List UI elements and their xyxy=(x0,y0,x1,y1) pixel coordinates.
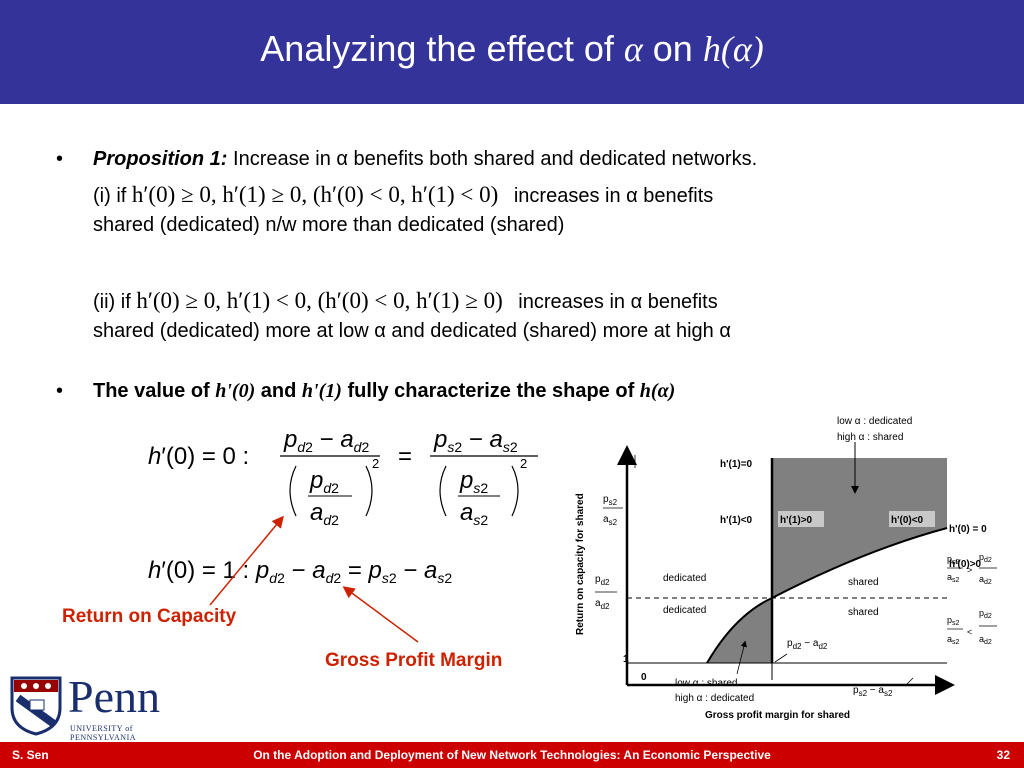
title-prefix: Analyzing the effect of xyxy=(260,28,624,69)
case-i-line2: shared (dedicated) n/w more than dedicat… xyxy=(93,214,565,236)
origin-zero: 0 xyxy=(641,672,647,683)
bullet-dot-1: • xyxy=(56,148,64,170)
gpm-arrow xyxy=(342,586,419,643)
as2-left: as2 xyxy=(603,514,618,527)
eq1-paren-l1 xyxy=(289,465,297,517)
h1-gt0-box xyxy=(778,511,824,527)
svg-text:ps2: ps2 xyxy=(947,615,960,627)
eq1-lhs: h′(0) = 0 : xyxy=(148,443,249,470)
proposition-label: Proposition 1: xyxy=(93,148,228,170)
svg-text:ad2: ad2 xyxy=(979,634,992,646)
ad2-left: ad2 xyxy=(595,598,610,611)
title-func: h(α) xyxy=(702,29,764,69)
pd2-over-ad2-left: pd2 xyxy=(595,574,610,587)
eq1-num-right: ps2 − as2 xyxy=(433,426,518,455)
footer-title: On the Adoption and Deployment of New Ne… xyxy=(253,748,771,762)
footer-page-number: 32 xyxy=(996,748,1010,762)
footer-bar: S. Sen On the Adoption and Deployment of… xyxy=(0,742,1024,768)
equations-block: h′(0) = 0 : pd2 − ad2 2 pd2 ad2 = ps2 − … xyxy=(148,426,538,586)
svg-text:<: < xyxy=(967,627,972,637)
x-axis-label: Gross profit margin for shared xyxy=(705,710,850,721)
case-ii-suffix: increases in α benefits xyxy=(518,291,718,313)
upper-shaded-region xyxy=(772,458,947,598)
characterize-text-a: The value of xyxy=(93,380,216,402)
h0-eq0-label: h'(0) = 0 xyxy=(949,524,987,535)
penn-shield-icon xyxy=(10,676,62,736)
shared-upper-label: shared xyxy=(848,577,879,588)
shared-lower-label: shared xyxy=(848,607,879,618)
eq1-exp-left: 2 xyxy=(372,456,379,471)
eq1-paren-r2 xyxy=(511,465,519,517)
y-axis-label: Return on capacity for shared xyxy=(575,493,586,635)
characterize-h1: h'(1) xyxy=(301,380,342,402)
title-mid: on xyxy=(642,28,703,69)
bottom-low-alpha: low α : shared xyxy=(675,678,737,689)
comparison-lt: ps2 as2 < pd2 ad2 xyxy=(947,608,997,646)
footer-author: S. Sen xyxy=(12,748,49,762)
penn-logo: Penn UNIVERSITY of PENNSYLVANIA xyxy=(8,671,198,742)
h0-gt0-label: h'(0)>0 xyxy=(949,559,982,570)
h1-eq0-label: h'(1)=0 xyxy=(720,459,753,470)
dedicated-upper-label: dedicated xyxy=(663,573,706,584)
ps2-over-as2-left: ps2 xyxy=(603,494,618,507)
svg-text:as2: as2 xyxy=(947,634,960,646)
penn-wordmark: Penn xyxy=(68,671,160,722)
h0-lt0-box xyxy=(889,511,935,527)
h1-gt0-label: h'(1)>0 xyxy=(780,515,813,526)
eq1-equals: = xyxy=(398,443,412,470)
characterize-line: The value of h'(0) and h'(1) fully chara… xyxy=(93,380,675,403)
eq1-den-right-top: ps2 xyxy=(459,467,488,496)
ps2-minus-as2-label: ps2 − as2 xyxy=(853,685,893,698)
pd2-minus-ad2-label: pd2 − ad2 xyxy=(787,638,828,651)
case-i-suffix: increases in α benefits xyxy=(513,185,714,207)
legend-low-alpha: low α : dedicated xyxy=(837,416,912,427)
eq2: h′(0) = 1 : pd2 − ad2 = ps2 − as2 xyxy=(148,557,452,586)
annotation-arrows xyxy=(209,515,419,643)
svg-text:>: > xyxy=(967,565,972,575)
characterize-text-b: fully characterize the shape of xyxy=(341,380,640,402)
pd2-ad2-pointer xyxy=(774,653,788,663)
svg-text:as2: as2 xyxy=(947,572,960,584)
phase-diagram: Return on capacity for shared Gross prof… xyxy=(575,416,997,721)
eq1-paren-r1 xyxy=(365,465,373,517)
case-ii-condition: h′(0) ≥ 0, h′(1) < 0, (h′(0) < 0, h′(1) … xyxy=(136,288,503,313)
ps2-as2-pointer xyxy=(904,677,914,687)
gross-profit-margin-label: Gross Profit Margin xyxy=(325,650,503,671)
case-ii-prefix: (ii) if xyxy=(93,291,131,313)
y-value-one: 1 xyxy=(623,654,629,665)
slide-title: Analyzing the effect of α on h(α) xyxy=(0,28,1024,70)
return-on-capacity-label: Return on Capacity xyxy=(62,606,237,627)
case-ii-line: (ii) if h′(0) ≥ 0, h′(1) < 0, (h′(0) < 0… xyxy=(93,288,718,314)
proposition-line: Proposition 1: Increase in α benefits bo… xyxy=(93,148,757,171)
characterize-h: h(α) xyxy=(639,380,676,402)
roc-arrow xyxy=(209,515,284,606)
case-i-line: (i) if h′(0) ≥ 0, h′(1) ≥ 0, (h′(0) < 0,… xyxy=(93,182,713,208)
svg-text:ad2: ad2 xyxy=(979,574,992,586)
characterize-h0: h'(0) xyxy=(215,380,256,402)
case-ii-line2: shared (dedicated) more at low α and ded… xyxy=(93,320,731,342)
eq1-den-left-top: pd2 xyxy=(309,467,339,496)
legend-high-alpha: high α : shared xyxy=(837,432,903,443)
dedicated-lower-label: dedicated xyxy=(663,605,706,616)
penn-subtitle: UNIVERSITY of PENNSYLVANIA xyxy=(70,724,137,742)
upper-boundary-curve xyxy=(771,527,948,599)
title-bar xyxy=(0,0,1024,104)
h1-lt0-label: h'(1)<0 xyxy=(720,515,753,526)
bottom-legend-arrow xyxy=(736,640,747,675)
case-i-condition: h′(0) ≥ 0, h′(1) ≥ 0, (h′(0) < 0, h′(1) … xyxy=(131,182,499,207)
characterize-and: and xyxy=(255,380,302,402)
bullet-dot-2: • xyxy=(56,380,64,402)
lower-shaded-region xyxy=(707,598,772,663)
lower-boundary-curve xyxy=(706,597,773,664)
title-alpha: α xyxy=(623,29,643,69)
proposition-text: Increase in α benefits both shared and d… xyxy=(227,148,758,170)
bottom-high-alpha: high α : dedicated xyxy=(675,693,754,704)
h0-lt0-label: h'(0)<0 xyxy=(891,515,924,526)
eq1-paren-l2 xyxy=(439,465,447,517)
case-i-prefix: (i) if xyxy=(93,185,127,207)
svg-text:pd2: pd2 xyxy=(979,608,992,620)
eq1-num-left: pd2 − ad2 xyxy=(283,426,369,455)
eq1-exp-right: 2 xyxy=(520,456,527,471)
